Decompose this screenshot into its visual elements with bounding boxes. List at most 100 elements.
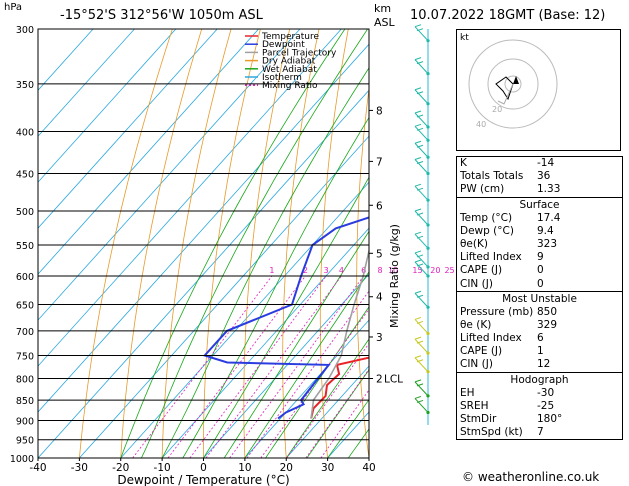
- index-row: CIN (J) 0: [457, 278, 622, 291]
- hodo-ring-2: [487, 58, 539, 110]
- index-value: -25: [537, 399, 555, 412]
- wet-adiabat-line: [161, 67, 369, 458]
- index-value: 1: [537, 345, 544, 358]
- hodo-ring-label-20: 20: [492, 105, 502, 114]
- km-unit: km: [374, 2, 392, 15]
- index-row: Totals Totals 36: [457, 170, 622, 183]
- x-tick-label: 40: [362, 462, 375, 474]
- index-label: Totals Totals: [460, 170, 524, 183]
- index-value: -14: [537, 157, 555, 169]
- storm-motion-marker: [513, 76, 519, 84]
- index-label: CIN (J): [460, 277, 493, 290]
- wind-barb: [414, 250, 429, 268]
- isotherm-line: [38, 89, 369, 458]
- legend-entry: Dewpoint: [262, 40, 305, 50]
- index-row: PW (cm) 1.33: [457, 183, 622, 196]
- mixing-ratio-label: 15: [412, 266, 422, 275]
- index-value: 12: [537, 358, 551, 371]
- wet-adiabat-line: [265, 306, 369, 458]
- index-value: 0: [537, 264, 544, 277]
- wet-adiabat-line: [306, 369, 369, 458]
- pressure-tick-label: 500: [16, 207, 34, 218]
- x-tick-label: -40: [29, 462, 46, 474]
- index-row: Temp (°C) 17.4: [457, 212, 622, 225]
- index-value: 36: [537, 170, 551, 183]
- index-row: CIN (J) 12: [457, 358, 622, 371]
- index-value: 323: [537, 237, 558, 250]
- legend-entry: Dry Adiabat: [262, 57, 316, 67]
- location-label: -15°52'S 312°56'W 1050m ASL: [60, 8, 263, 23]
- km-tick-label: 2: [376, 373, 383, 385]
- index-value: 180°: [537, 413, 563, 425]
- index-row: Lifted Index 9: [457, 251, 622, 264]
- km-tick-label: 4: [376, 292, 383, 304]
- dry-adiabat-line: [161, 29, 232, 458]
- pressure-tick-label: 350: [16, 80, 34, 91]
- index-row: K -14: [457, 157, 622, 170]
- mixing-ratio-line: [305, 368, 369, 458]
- index-row: CAPE (J) 0: [457, 264, 622, 277]
- legend-entry: Isotherm: [262, 73, 302, 83]
- pressure-tick-label: 1000: [10, 454, 34, 465]
- mixing-ratio-line: [286, 342, 369, 458]
- wet-adiabat-line: [141, 29, 368, 458]
- index-row: Lifted Index 6: [457, 332, 622, 345]
- mixing-ratio-label: 20: [430, 266, 440, 275]
- asl-unit: ASL: [374, 16, 395, 29]
- index-row: CAPE (J) 1: [457, 345, 622, 358]
- isotherm-line: [38, 43, 369, 413]
- index-value: 329: [537, 318, 558, 331]
- pressure-tick-label: 300: [16, 25, 34, 36]
- legend-entry: Parcel Trajectory: [262, 48, 337, 58]
- wind-barb: [414, 183, 429, 201]
- index-row: Dewp (°C) 9.4: [457, 225, 622, 238]
- wind-barb: [414, 355, 429, 373]
- index-label: θe(K): [460, 237, 488, 250]
- wind-barb: [414, 157, 429, 174]
- index-label: StmDir: [460, 413, 497, 425]
- wind-barb: [414, 208, 429, 226]
- index-value: 850: [537, 305, 558, 318]
- hodo-ring-3: [468, 39, 558, 129]
- index-label: StmSpd (kt): [460, 426, 523, 439]
- index-label: CAPE (J): [460, 264, 503, 277]
- temperature-profile: [310, 356, 369, 419]
- x-tick-label: 20: [280, 462, 293, 474]
- surface-title: Surface: [457, 196, 622, 212]
- wind-barb: [414, 110, 429, 128]
- mixing-ratio-label: 25: [444, 266, 454, 275]
- isotherm-line: [285, 365, 369, 458]
- wet-adiabat-line: [327, 398, 369, 458]
- mixing-ratio-line: [246, 290, 369, 458]
- x-tick-label: 30: [321, 462, 334, 474]
- isotherm-line: [38, 29, 259, 275]
- index-row: θe(K) 323: [457, 238, 622, 251]
- isotherm-line: [38, 29, 177, 183]
- hodograph-unit: kt: [460, 33, 469, 43]
- index-value: 7: [537, 426, 544, 439]
- hodo-ring-label-40: 40: [476, 120, 486, 129]
- index-value: 9: [537, 251, 544, 264]
- pressure-tick-label: 850: [16, 396, 34, 407]
- km-tick-label: 3: [376, 332, 383, 344]
- dry-adiabat-line: [356, 85, 369, 458]
- index-value: 1.33: [537, 183, 561, 196]
- index-row: EH -30: [457, 387, 622, 400]
- indices-table: K -14 Totals Totals 36 PW (cm) 1.33 Surface T…: [456, 156, 623, 441]
- hodo-trace-gray: [497, 83, 514, 105]
- mixing-ratio-label: 4: [339, 266, 344, 275]
- mixing-ratio-label: 1: [269, 266, 274, 275]
- isotherm-line: [244, 319, 369, 458]
- copyright: © weatheronline.co.uk: [462, 470, 600, 484]
- km-tick-label: 7: [376, 156, 383, 168]
- mixing-ratio-label: 3: [324, 266, 329, 275]
- wind-barb: [414, 395, 429, 413]
- index-label: Dewp (°C): [460, 224, 514, 237]
- wind-barb: [414, 336, 429, 354]
- isotherm-line: [38, 29, 135, 137]
- isotherm-line: [38, 29, 94, 91]
- km-tick-label: 6: [376, 200, 383, 212]
- wind-barb: [414, 290, 429, 308]
